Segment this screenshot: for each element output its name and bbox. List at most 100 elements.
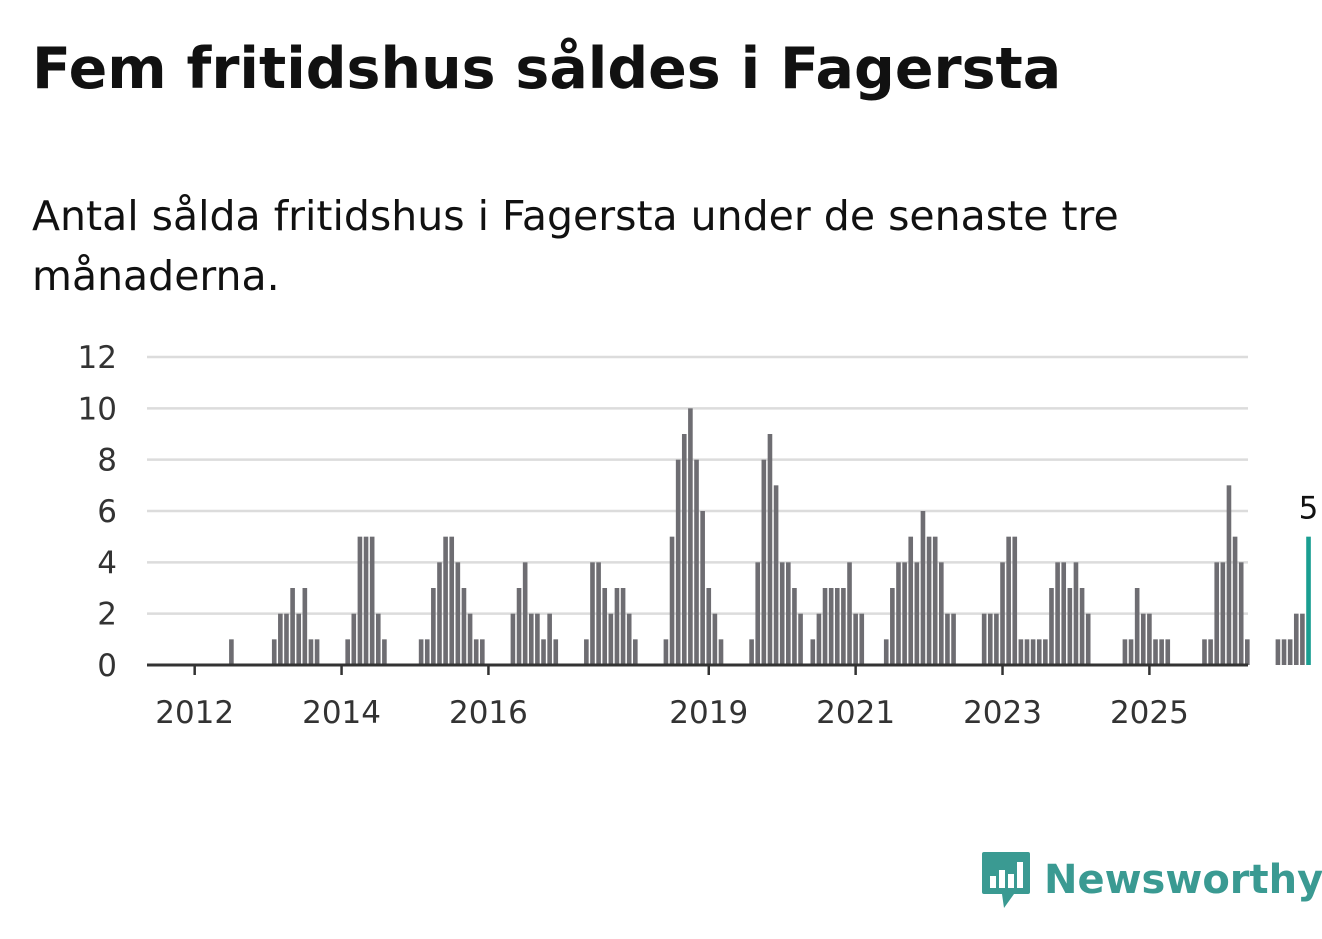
bar: [584, 639, 589, 665]
x-tick-label: 2021: [816, 695, 895, 731]
bar: [271, 639, 277, 665]
bar: [473, 639, 479, 665]
bar: [1122, 639, 1128, 665]
bar: [1055, 562, 1060, 665]
bar: [841, 588, 846, 665]
bar: [994, 613, 999, 665]
bar: [792, 588, 797, 665]
bar: [290, 588, 295, 665]
y-tick-label: 2: [97, 597, 117, 633]
bar: [1036, 639, 1042, 665]
bar: [798, 613, 803, 665]
x-tick-label: 2023: [963, 695, 1042, 731]
bar: [767, 434, 773, 665]
bar: [1245, 639, 1250, 665]
bar: [1281, 639, 1287, 665]
bar: [455, 562, 461, 665]
bar: [480, 639, 485, 665]
bar: [1079, 588, 1085, 665]
bar: [363, 536, 369, 665]
bar: [1030, 639, 1036, 665]
bar: [1214, 562, 1220, 665]
bar: [749, 639, 754, 665]
bar: [810, 639, 816, 665]
bar: [516, 588, 522, 665]
bar-chart: 0 2 4 6 8 10 12 5 2012 2014 2016 2019 2021 2023 2025: [78, 340, 1319, 731]
bar: [302, 588, 308, 665]
bar: [1140, 613, 1146, 665]
bar: [547, 613, 552, 665]
bar: [987, 613, 993, 665]
bar: [890, 588, 895, 665]
bar: [1043, 639, 1048, 665]
bar: [1147, 613, 1152, 665]
bar: [718, 639, 724, 665]
chart-title: Fem fritidshus såldes i Fagersta: [32, 36, 1062, 102]
x-tick-label: 2014: [302, 695, 381, 731]
bar: [816, 613, 822, 665]
bar: [1159, 639, 1164, 665]
bar: [859, 613, 865, 665]
bar: [369, 536, 375, 665]
bar: [1000, 562, 1005, 665]
bar: [1049, 588, 1054, 665]
y-axis-labels: 0 2 4 6 8 10 12: [78, 340, 117, 684]
bar: [541, 639, 546, 665]
bar: [1287, 639, 1293, 665]
bar: [1165, 639, 1171, 665]
bar: [828, 588, 834, 665]
bar: [669, 536, 675, 665]
bar: [1208, 639, 1213, 665]
bars: 5: [229, 408, 1318, 665]
x-tick-label: 2012: [155, 695, 234, 731]
y-tick-label: 4: [97, 545, 117, 581]
bar: [1202, 639, 1207, 665]
bar: [1275, 639, 1281, 665]
last-value-label: 5: [1299, 491, 1319, 527]
bar: [614, 588, 620, 665]
bar: [761, 459, 767, 665]
bar: [1293, 613, 1299, 665]
brand-logo: Newsworthy: [980, 850, 1322, 910]
bar: [902, 562, 907, 665]
bar: [712, 613, 718, 665]
bar: [296, 613, 302, 665]
bar: [688, 408, 693, 665]
bar: [418, 639, 424, 665]
y-tick-label: 0: [97, 648, 117, 684]
x-axis-labels: 2012 2014 2016 2019 2021 2023 2025: [155, 695, 1189, 731]
bar: [602, 588, 608, 665]
bar: [932, 536, 938, 665]
bar: [620, 588, 626, 665]
bar: [345, 639, 350, 665]
bar: [694, 459, 699, 665]
bar: [443, 536, 448, 665]
bar: [706, 588, 712, 665]
bar: [633, 639, 638, 665]
bar: [510, 613, 516, 665]
bar: [981, 613, 987, 665]
bar: [229, 639, 234, 665]
bar: [467, 613, 473, 665]
bar: [314, 639, 320, 665]
bar: [920, 511, 926, 665]
bar: [553, 639, 559, 665]
bar: [590, 562, 595, 665]
bar: [926, 536, 932, 665]
bar: [883, 639, 889, 665]
bar: [278, 613, 283, 665]
bar: [945, 613, 950, 665]
bar: [914, 562, 920, 665]
bar: [681, 434, 687, 665]
y-tick-label: 8: [97, 443, 117, 479]
bar: [535, 613, 540, 665]
bar: [1238, 562, 1244, 665]
bar: [351, 613, 357, 665]
bar: [951, 613, 956, 665]
bar: [1226, 485, 1232, 665]
bar: [896, 562, 901, 665]
bar: [700, 511, 705, 665]
x-tick-label: 2019: [669, 695, 748, 731]
bar: [847, 562, 852, 665]
bar: [1061, 562, 1067, 665]
